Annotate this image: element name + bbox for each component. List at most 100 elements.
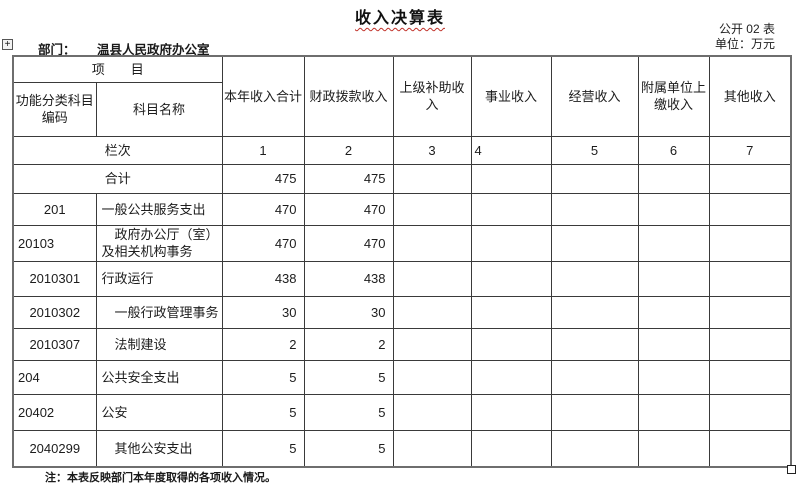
lanci-cell[interactable]: 7 [708, 135, 792, 165]
cell-value[interactable]: 5 [303, 429, 394, 468]
cell-value[interactable] [550, 260, 639, 297]
total-value[interactable]: 475 [303, 163, 394, 194]
cell-value[interactable] [470, 192, 552, 226]
cell-name[interactable]: 政府办公厅（室）及相关机构事务 [95, 224, 223, 262]
outline-expand-icon[interactable]: + [2, 39, 13, 50]
lanci-cell[interactable]: 5 [550, 135, 639, 165]
cell-value[interactable] [637, 192, 710, 226]
cell-value[interactable] [470, 359, 552, 395]
cell-value[interactable] [637, 224, 710, 262]
cell-code[interactable]: 2010301 [12, 260, 97, 297]
cell-value[interactable] [708, 295, 792, 329]
cell-value[interactable] [637, 359, 710, 395]
total-value[interactable] [550, 163, 639, 194]
cell-value[interactable] [470, 327, 552, 361]
cell-value[interactable]: 438 [303, 260, 394, 297]
cell-name[interactable]: 公安 [95, 393, 223, 431]
cell-value[interactable] [470, 224, 552, 262]
total-value[interactable] [470, 163, 552, 194]
cell-value[interactable] [708, 359, 792, 395]
header-subject-name[interactable]: 科目名称 [95, 81, 223, 137]
header-operating-income[interactable]: 经营收入 [550, 55, 639, 137]
total-label[interactable]: 合计 [12, 163, 223, 194]
cell-value[interactable]: 5 [303, 393, 394, 431]
lanci-cell[interactable]: 4 [470, 135, 552, 165]
cell-value[interactable] [550, 224, 639, 262]
cell-value[interactable] [637, 393, 710, 431]
lanci-cell[interactable]: 6 [637, 135, 710, 165]
cell-value[interactable] [550, 327, 639, 361]
cell-value[interactable] [550, 429, 639, 468]
cell-value[interactable]: 30 [303, 295, 394, 329]
cell-name[interactable]: 法制建设 [95, 327, 223, 361]
lanci-cell[interactable]: 1 [221, 135, 305, 165]
cell-value[interactable] [392, 393, 472, 431]
header-business-income[interactable]: 事业收入 [470, 55, 552, 137]
cell-value[interactable] [708, 224, 792, 262]
cell-name[interactable]: 其他公安支出 [95, 429, 223, 468]
cell-value[interactable] [708, 192, 792, 226]
cell-value[interactable] [470, 429, 552, 468]
cell-value[interactable]: 470 [303, 192, 394, 226]
cell-value[interactable] [392, 224, 472, 262]
cell-value[interactable] [708, 429, 792, 468]
lanci-label[interactable]: 栏次 [12, 135, 223, 165]
cell-name[interactable]: 公共安全支出 [95, 359, 223, 395]
header-affiliate-income[interactable]: 附属单位上缴收入 [637, 55, 710, 137]
cell-value[interactable] [392, 327, 472, 361]
header-total-income[interactable]: 本年收入合计 [221, 55, 305, 137]
cell-code[interactable]: 20402 [12, 393, 97, 431]
cell-value[interactable] [470, 260, 552, 297]
header-function-code[interactable]: 功能分类科目编码 [12, 81, 97, 137]
header-other-income[interactable]: 其他收入 [708, 55, 792, 137]
cell-value[interactable] [392, 192, 472, 226]
selection-handle[interactable] [787, 465, 796, 474]
cell-value[interactable]: 438 [221, 260, 305, 297]
total-value[interactable] [637, 163, 710, 194]
cell-value[interactable]: 5 [221, 359, 305, 395]
header-project[interactable]: 项 目 [12, 55, 223, 83]
cell-value[interactable] [392, 260, 472, 297]
cell-value[interactable] [550, 393, 639, 431]
cell-value[interactable] [392, 359, 472, 395]
cell-value[interactable] [708, 260, 792, 297]
cell-code[interactable]: 20103 [12, 224, 97, 262]
cell-value[interactable] [637, 260, 710, 297]
cell-code[interactable]: 2010302 [12, 295, 97, 329]
total-value[interactable]: 475 [221, 163, 305, 194]
cell-value[interactable] [550, 295, 639, 329]
total-value[interactable] [708, 163, 792, 194]
cell-value[interactable] [550, 359, 639, 395]
cell-value[interactable] [637, 295, 710, 329]
cell-value[interactable]: 2 [221, 327, 305, 361]
cell-value[interactable]: 470 [221, 224, 305, 262]
cell-value[interactable]: 470 [221, 192, 305, 226]
cell-value[interactable] [470, 393, 552, 431]
header-subsidy-income[interactable]: 上级补助收入 [392, 55, 472, 137]
cell-value[interactable]: 470 [303, 224, 394, 262]
cell-value[interactable] [708, 393, 792, 431]
lanci-cell[interactable]: 2 [303, 135, 394, 165]
cell-value[interactable] [550, 192, 639, 226]
cell-value[interactable]: 5 [303, 359, 394, 395]
cell-value[interactable] [392, 429, 472, 468]
cell-value[interactable]: 2 [303, 327, 394, 361]
total-value[interactable] [392, 163, 472, 194]
cell-value[interactable] [470, 295, 552, 329]
cell-name[interactable]: 行政运行 [95, 260, 223, 297]
cell-value[interactable]: 30 [221, 295, 305, 329]
header-fiscal-income[interactable]: 财政拨款收入 [303, 55, 394, 137]
cell-code[interactable]: 2040299 [12, 429, 97, 468]
cell-value[interactable] [708, 327, 792, 361]
cell-name[interactable]: 一般行政管理事务 [95, 295, 223, 329]
cell-value[interactable] [637, 327, 710, 361]
cell-value[interactable]: 5 [221, 393, 305, 431]
cell-code[interactable]: 204 [12, 359, 97, 395]
cell-code[interactable]: 2010307 [12, 327, 97, 361]
cell-value[interactable] [637, 429, 710, 468]
cell-value[interactable]: 5 [221, 429, 305, 468]
lanci-cell[interactable]: 3 [392, 135, 472, 165]
cell-value[interactable] [392, 295, 472, 329]
cell-name[interactable]: 一般公共服务支出 [95, 192, 223, 226]
cell-code[interactable]: 201 [12, 192, 97, 226]
